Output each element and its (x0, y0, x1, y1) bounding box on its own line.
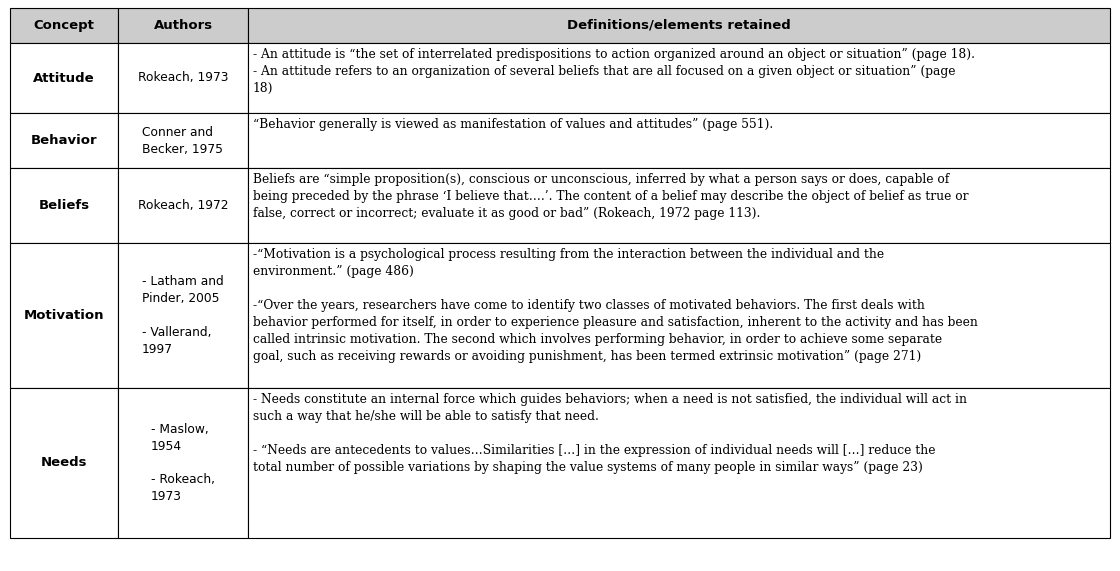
Bar (248, 113, 1110, 168)
Bar (248, 43, 1110, 113)
Text: Rokeach, 1973: Rokeach, 1973 (138, 71, 228, 85)
Text: Behavior: Behavior (30, 134, 97, 147)
Bar (248, 243, 1110, 388)
Text: - Maslow,
1954

- Rokeach,
1973: - Maslow, 1954 - Rokeach, 1973 (151, 423, 215, 504)
Text: Attitude: Attitude (34, 71, 95, 85)
Bar (10, 43, 118, 113)
Text: - An attitude is “the set of interrelated predispositions to action organized ar: - An attitude is “the set of interrelate… (253, 48, 976, 95)
Bar (118, 388, 248, 538)
Text: - Latham and
Pinder, 2005

- Vallerand,
1997: - Latham and Pinder, 2005 - Vallerand, 1… (142, 275, 224, 356)
Bar (10, 243, 118, 388)
Bar (118, 243, 248, 388)
Text: -“Motivation is a psychological process resulting from the interaction between t: -“Motivation is a psychological process … (253, 248, 978, 363)
Bar (118, 168, 248, 243)
Text: Needs: Needs (40, 456, 87, 469)
Text: Beliefs are “simple proposition(s), conscious or unconscious, inferred by what a: Beliefs are “simple proposition(s), cons… (253, 173, 969, 220)
Bar (118, 113, 248, 168)
Text: “Behavior generally is viewed as manifestation of values and attitudes” (page 55: “Behavior generally is viewed as manifes… (253, 118, 773, 131)
Bar (10, 388, 118, 538)
Text: Definitions/elements retained: Definitions/elements retained (567, 19, 791, 32)
Bar (10, 113, 118, 168)
Text: - Needs constitute an internal force which guides behaviors; when a need is not : - Needs constitute an internal force whi… (253, 393, 967, 474)
Bar (10, 8, 118, 43)
Bar (118, 8, 248, 43)
Bar (248, 388, 1110, 538)
Text: Authors: Authors (153, 19, 213, 32)
Text: Rokeach, 1972: Rokeach, 1972 (138, 199, 228, 212)
Bar (248, 8, 1110, 43)
Text: Conner and
Becker, 1975: Conner and Becker, 1975 (142, 126, 224, 155)
Text: Beliefs: Beliefs (38, 199, 90, 212)
Bar (248, 168, 1110, 243)
Bar (118, 43, 248, 113)
Text: Concept: Concept (34, 19, 94, 32)
Bar (10, 168, 118, 243)
Text: Motivation: Motivation (24, 309, 104, 322)
